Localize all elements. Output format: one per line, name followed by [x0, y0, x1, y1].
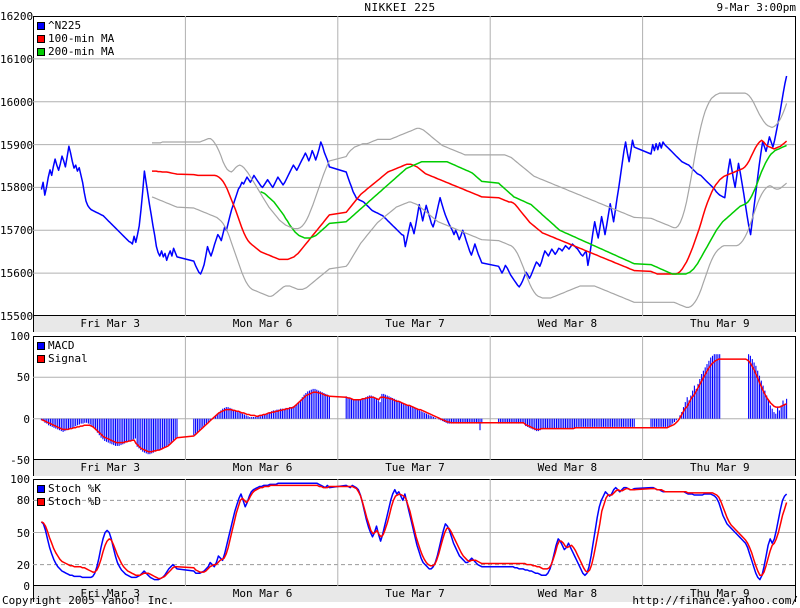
ma200-swatch-icon — [37, 48, 45, 56]
legend-item-macd: MACD — [37, 340, 88, 352]
stoch-d-swatch-icon — [37, 498, 45, 506]
series-lower-band — [151, 182, 787, 308]
legend-item-ma100: 100-min MA — [37, 33, 114, 45]
series-stoch-d — [41, 484, 788, 580]
series--n225 — [40, 75, 788, 288]
price-date-axis: Fri Mar 3 Mon Mar 6 Tue Mar 7 Wed Mar 8 Thu … — [33, 316, 796, 332]
y-tick-label: 16200 — [0, 10, 34, 23]
legend-label: ^N225 — [48, 19, 82, 32]
legend-label: Signal — [48, 352, 88, 365]
page-title: NIKKEI 225 — [364, 1, 436, 14]
legend-item-ma200: 200-min MA — [37, 46, 114, 58]
y-tick-label: -50 — [10, 454, 30, 467]
y-tick-label: 15500 — [0, 310, 34, 323]
price-legend: ^N225 100-min MA 200-min MA — [37, 20, 114, 59]
series-signal — [41, 358, 787, 453]
copyright-text: Copyright 2005 Yahoo! Inc. — [2, 594, 175, 607]
footer: Copyright 2005 Yahoo! Inc. http://financ… — [0, 594, 800, 608]
y-tick-label: 50 — [16, 371, 30, 385]
series-upper-band — [152, 92, 788, 230]
quote-timestamp: 9-Mar 3:00pm — [716, 1, 796, 14]
date-label: Fri Mar 3 — [80, 587, 140, 600]
signal-swatch-icon — [37, 355, 45, 363]
date-label: Tue Mar 7 — [385, 587, 445, 600]
legend-item-price: ^N225 — [37, 20, 114, 32]
date-label: Mon Mar 6 — [232, 461, 293, 474]
macd-plot — [33, 336, 795, 460]
series-macd — [40, 354, 788, 455]
stoch-date-axis: Fri Mar 3 Mon Mar 6 Tue Mar 7 Wed Mar 8 Thu … — [33, 586, 796, 602]
date-label: Thu Mar 9 — [689, 587, 750, 600]
legend-item-stoch-k: Stoch %K — [37, 483, 101, 495]
legend-label: 100-min MA — [48, 32, 115, 45]
price-swatch-icon — [37, 22, 45, 30]
date-label: Thu Mar 9 — [689, 461, 750, 474]
macd-date-axis: Fri Mar 3 Mon Mar 6 Tue Mar 7 Wed Mar 8 Thu … — [33, 460, 796, 476]
macd-swatch-icon — [37, 342, 45, 350]
date-label: Wed Mar 8 — [537, 587, 598, 600]
y-tick-label: 15600 — [0, 267, 34, 281]
stoch-k-swatch-icon — [37, 485, 45, 493]
ma100-swatch-icon — [37, 35, 45, 43]
date-label: Tue Mar 7 — [385, 461, 445, 474]
y-tick-label: 16100 — [0, 52, 34, 66]
y-tick-label: 15900 — [0, 138, 34, 152]
date-label: Wed Mar 8 — [537, 461, 598, 474]
date-label: Mon Mar 6 — [232, 317, 293, 330]
series-200-min-ma — [260, 144, 787, 275]
legend-label: Stoch %K — [48, 482, 101, 495]
chart-header: NIKKEI 225 9-Mar 3:00pm — [0, 0, 800, 16]
y-tick-label: 16000 — [0, 95, 34, 109]
stochastic-panel: 0 20 50 80 100 Stoch %K Stoch %D Fri Mar 3 Mon M… — [0, 474, 800, 602]
y-tick-label: 50 — [16, 526, 30, 540]
macd-legend: MACD Signal — [37, 340, 88, 366]
legend-item-signal: Signal — [37, 353, 88, 365]
series-100-min-ma — [152, 139, 788, 275]
stoch-plot — [33, 479, 795, 586]
y-tick-label: 0 — [23, 580, 30, 593]
source-url[interactable]: http://finance.yahoo.com/ — [632, 594, 798, 607]
y-tick-label: 15800 — [0, 181, 34, 195]
series-stoch-k — [40, 482, 788, 581]
macd-panel: -50 0 50 100 MACD Signal Fri Mar 3 Mon Mar 6 Tue… — [0, 331, 800, 476]
date-label: Wed Mar 8 — [537, 317, 598, 330]
stoch-legend: Stoch %K Stoch %D — [37, 483, 101, 509]
date-label: Fri Mar 3 — [80, 461, 140, 474]
legend-label: Stoch %D — [48, 495, 101, 508]
legend-label: MACD — [48, 339, 75, 352]
date-label: Tue Mar 7 — [385, 317, 445, 330]
legend-label: 200-min MA — [48, 45, 115, 58]
date-label: Mon Mar 6 — [232, 587, 293, 600]
y-tick-label: 100 — [10, 330, 30, 343]
y-tick-label: 20 — [16, 558, 30, 572]
y-tick-label: 80 — [16, 494, 30, 508]
price-plot — [33, 16, 795, 316]
date-label: Thu Mar 9 — [689, 317, 750, 330]
y-tick-label: 100 — [10, 473, 30, 486]
y-tick-label: 0 — [23, 412, 30, 426]
y-tick-label: 15700 — [0, 224, 34, 238]
date-label: Fri Mar 3 — [80, 317, 140, 330]
legend-item-stoch-d: Stoch %D — [37, 496, 101, 508]
price-panel: 15500 15600 15700 15800 15900 16000 16100 16200… — [0, 11, 800, 332]
